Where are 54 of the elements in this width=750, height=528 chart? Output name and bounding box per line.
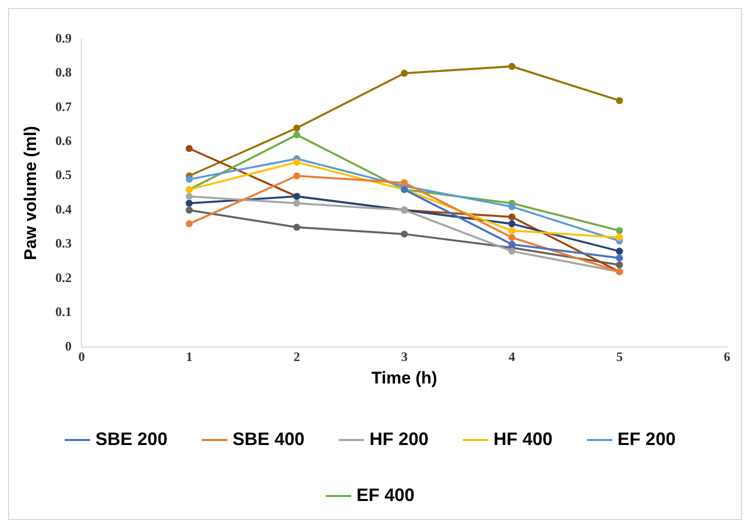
x-tick-label: 4 <box>508 349 516 364</box>
point <box>400 70 408 77</box>
legend-label: EF 200 <box>618 428 676 449</box>
y-tick-label: 0.3 <box>55 236 72 251</box>
y-tick-label: 0.9 <box>55 30 72 46</box>
legend-label: SBE 200 <box>95 428 168 449</box>
x-tick-label: 2 <box>294 349 300 364</box>
point <box>400 179 408 186</box>
legend-label: HF 400 <box>494 428 553 449</box>
y-tick-label: 0.4 <box>55 201 72 216</box>
x-tick-label: 0 <box>78 349 85 364</box>
point <box>186 206 193 214</box>
legend-label: HF 200 <box>370 428 429 449</box>
point <box>508 213 516 220</box>
y-axis-title: Paw volume (ml) <box>20 126 40 260</box>
y-tick-label: 0 <box>65 338 72 354</box>
point <box>293 158 300 166</box>
point <box>508 227 516 234</box>
x-tick-label: 5 <box>616 349 624 364</box>
legend-label: EF 400 <box>356 484 415 505</box>
point <box>186 176 193 183</box>
y-tick-label: 0.1 <box>55 304 72 320</box>
point <box>616 248 623 255</box>
y-tick-label: 0.5 <box>55 167 72 182</box>
point <box>186 200 193 207</box>
point <box>186 145 193 152</box>
point <box>293 200 300 207</box>
point <box>508 234 516 241</box>
y-tick-label: 0.7 <box>55 98 72 114</box>
y-tick-label: 0.2 <box>55 270 72 285</box>
point <box>293 224 300 231</box>
point <box>293 131 300 138</box>
y-tick-label: 0.6 <box>55 133 72 148</box>
x-tick-label: 1 <box>186 349 192 364</box>
point <box>508 203 516 210</box>
x-tick-label: 3 <box>401 349 408 364</box>
point <box>508 62 516 70</box>
point <box>616 227 623 234</box>
point <box>616 261 623 268</box>
point <box>508 240 516 248</box>
legend-label: SBE 400 <box>232 428 304 449</box>
point <box>616 254 623 262</box>
point <box>616 234 623 241</box>
point <box>616 97 623 104</box>
point <box>293 124 300 132</box>
point <box>186 220 193 228</box>
x-tick-label: 6 <box>724 349 731 364</box>
point <box>186 192 193 200</box>
y-tick-label: 0.8 <box>55 64 72 80</box>
point <box>400 230 408 238</box>
x-axis-title: Time (h) <box>371 368 438 388</box>
point <box>508 248 516 255</box>
point <box>293 172 300 180</box>
point <box>508 220 516 228</box>
